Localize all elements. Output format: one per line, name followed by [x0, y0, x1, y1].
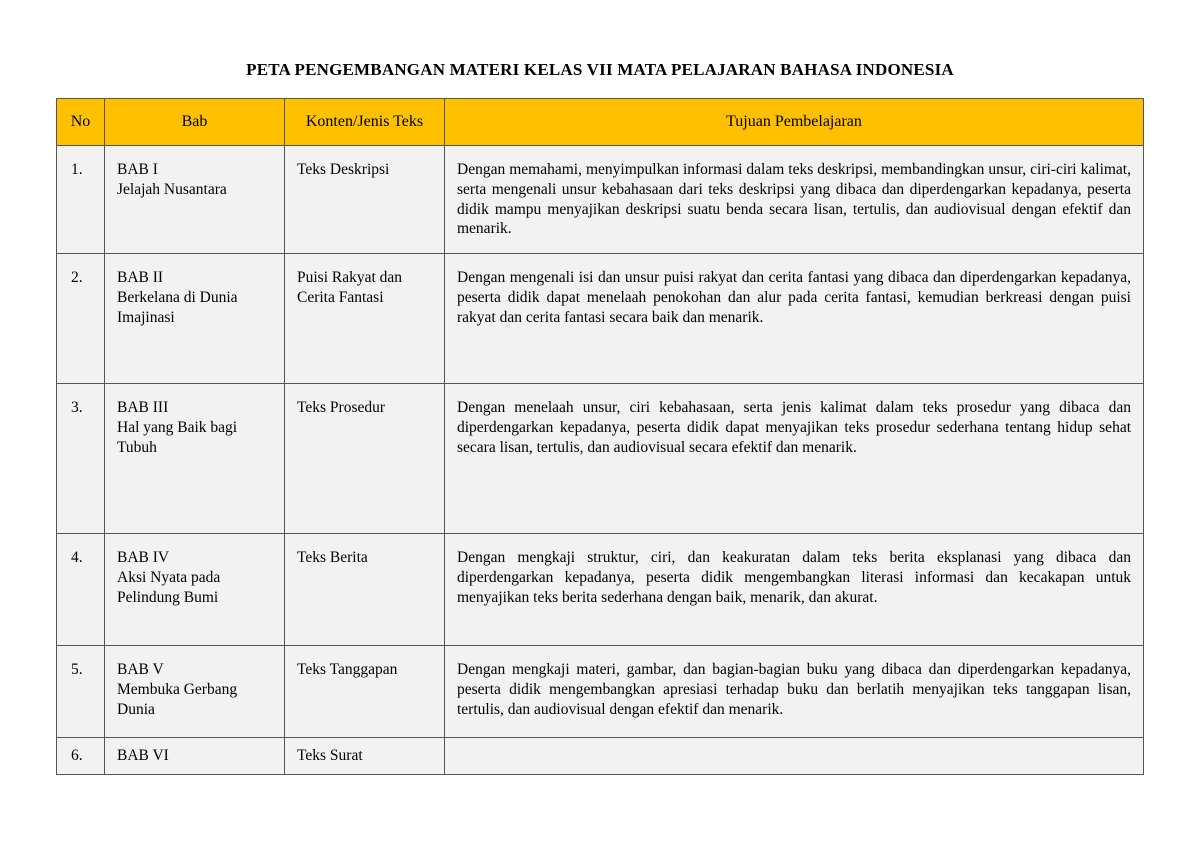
- bab-title: Jelajah Nusantara: [117, 180, 272, 200]
- cell-bab: BAB V Membuka Gerbang Dunia: [105, 646, 285, 738]
- table-row: 2. BAB II Berkelana di Dunia Imajinasi P…: [57, 254, 1144, 384]
- curriculum-table: No Bab Konten/Jenis Teks Tujuan Pembelaj…: [56, 98, 1144, 775]
- bab-title: Berkelana di Dunia Imajinasi: [117, 288, 272, 328]
- table-row: 3. BAB III Hal yang Baik bagi Tubuh Teks…: [57, 384, 1144, 534]
- document-page: PETA PENGEMBANGAN MATERI KELAS VII MATA …: [0, 0, 1200, 775]
- col-header-konten: Konten/Jenis Teks: [285, 99, 445, 146]
- bab-code: BAB V: [117, 660, 272, 680]
- cell-bab: BAB VI: [105, 738, 285, 775]
- table-row: 5. BAB V Membuka Gerbang Dunia Teks Tang…: [57, 646, 1144, 738]
- bab-code: BAB IV: [117, 548, 272, 568]
- cell-konten: Teks Prosedur: [285, 384, 445, 534]
- cell-bab: BAB I Jelajah Nusantara: [105, 146, 285, 254]
- col-header-no: No: [57, 99, 105, 146]
- cell-tujuan: Dengan menelaah unsur, ciri kebahasaan, …: [445, 384, 1144, 534]
- cell-no: 3.: [57, 384, 105, 534]
- bab-code: BAB II: [117, 268, 272, 288]
- cell-no: 4.: [57, 534, 105, 646]
- cell-tujuan: Dengan mengkaji materi, gambar, dan bagi…: [445, 646, 1144, 738]
- cell-no: 2.: [57, 254, 105, 384]
- cell-konten: Teks Tanggapan: [285, 646, 445, 738]
- table-row: 1. BAB I Jelajah Nusantara Teks Deskrips…: [57, 146, 1144, 254]
- bab-code: BAB I: [117, 160, 272, 180]
- page-title: PETA PENGEMBANGAN MATERI KELAS VII MATA …: [56, 60, 1144, 80]
- cell-bab: BAB II Berkelana di Dunia Imajinasi: [105, 254, 285, 384]
- col-header-tujuan: Tujuan Pembelajaran: [445, 99, 1144, 146]
- cell-konten: Teks Surat: [285, 738, 445, 775]
- cell-no: 5.: [57, 646, 105, 738]
- bab-title: Membuka Gerbang Dunia: [117, 680, 272, 720]
- table-row: 6. BAB VI Teks Surat: [57, 738, 1144, 775]
- table-header-row: No Bab Konten/Jenis Teks Tujuan Pembelaj…: [57, 99, 1144, 146]
- cell-no: 1.: [57, 146, 105, 254]
- cell-bab: BAB III Hal yang Baik bagi Tubuh: [105, 384, 285, 534]
- bab-code: BAB III: [117, 398, 272, 418]
- cell-konten: Teks Berita: [285, 534, 445, 646]
- cell-tujuan: Dengan mengenali isi dan unsur puisi rak…: [445, 254, 1144, 384]
- bab-title: Hal yang Baik bagi Tubuh: [117, 418, 272, 458]
- cell-no: 6.: [57, 738, 105, 775]
- cell-konten: Puisi Rakyat dan Cerita Fantasi: [285, 254, 445, 384]
- table-row: 4. BAB IV Aksi Nyata pada Pelindung Bumi…: [57, 534, 1144, 646]
- cell-konten: Teks Deskripsi: [285, 146, 445, 254]
- cell-tujuan: Dengan memahami, menyimpulkan informasi …: [445, 146, 1144, 254]
- col-header-bab: Bab: [105, 99, 285, 146]
- cell-tujuan: [445, 738, 1144, 775]
- bab-code: BAB VI: [117, 746, 272, 766]
- cell-bab: BAB IV Aksi Nyata pada Pelindung Bumi: [105, 534, 285, 646]
- cell-tujuan: Dengan mengkaji struktur, ciri, dan keak…: [445, 534, 1144, 646]
- bab-title: Aksi Nyata pada Pelindung Bumi: [117, 568, 272, 608]
